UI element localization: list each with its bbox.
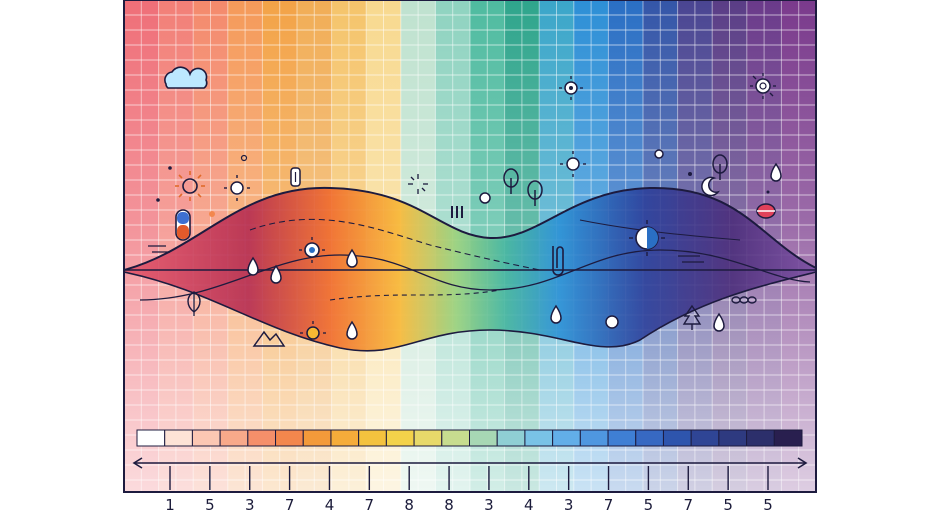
tree-icon [712, 154, 728, 180]
sun-icon [560, 151, 586, 177]
battery-icon [175, 209, 191, 241]
scale-tick-label: 7 [365, 496, 375, 514]
circle-icon [479, 149, 664, 329]
moon-icon [701, 176, 721, 197]
sun-icon [559, 76, 583, 100]
bar-chart-icon [451, 206, 463, 218]
scale-axis [132, 457, 808, 469]
paperclip-icon [552, 246, 564, 276]
legend-swatch [191, 429, 221, 447]
legend-swatch [607, 429, 637, 447]
scale-tick-label: 8 [444, 496, 454, 514]
small-dot-icon [156, 154, 770, 217]
scale-tick-label: 5 [723, 496, 733, 514]
sun-icon [629, 220, 665, 256]
battery-icon [290, 167, 301, 187]
legend-swatch [302, 429, 332, 447]
legend-swatch [773, 429, 803, 447]
droplet-icon [247, 162, 782, 340]
legend-swatch [247, 429, 277, 447]
scale-tick-label: 3 [484, 496, 494, 514]
scale-tick-label: 5 [763, 496, 773, 514]
tree-icon [527, 180, 543, 206]
legend-swatch [219, 429, 249, 447]
sun-icon [224, 175, 250, 201]
legend-swatch [635, 429, 664, 447]
scale-tick-label: 5 [205, 496, 215, 514]
legend-swatch [579, 429, 609, 447]
legend-swatch [718, 429, 748, 447]
legend-swatch [358, 429, 387, 447]
scale-tick-label: 5 [644, 496, 654, 514]
sun-icon [300, 321, 326, 340]
legend-swatch [690, 429, 720, 447]
legend-swatch [164, 429, 193, 447]
scale-tick-label: 4 [325, 496, 335, 514]
scale-tick-label: 7 [604, 496, 614, 514]
cloud-icon [164, 66, 208, 89]
legend-swatch [385, 429, 415, 447]
chain-icon [731, 296, 757, 304]
legend-swatch [552, 429, 581, 447]
color-legend-bar [136, 429, 803, 447]
legend-swatch [136, 429, 166, 447]
scale-ticks: 1 5 3 7 4 7 8 8 3 4 3 7 5 7 5 5 [165, 466, 773, 514]
legend-swatch [441, 429, 470, 447]
scale-tick-label: 3 [245, 496, 255, 514]
scale-tick-label: 4 [524, 496, 534, 514]
legend-swatch [330, 429, 360, 447]
scale-tick-label: 7 [683, 496, 693, 514]
scale-tick-label: 8 [404, 496, 414, 514]
scale-tick-label: 7 [285, 496, 295, 514]
mountain-icon [252, 330, 286, 347]
capsule-icon [756, 203, 776, 219]
legend-swatch [275, 429, 304, 447]
chart-frame [123, 0, 817, 493]
legend-swatch [746, 429, 775, 447]
sun-icon [175, 171, 205, 201]
scale-tick-label: 1 [165, 496, 175, 514]
tree-icon [503, 168, 519, 194]
legend-swatch [496, 429, 526, 447]
leaf-icon [187, 291, 201, 316]
pine-icon [682, 304, 702, 330]
wind-icon [148, 245, 704, 263]
legend-swatch [524, 429, 554, 447]
legend-swatch [662, 429, 692, 447]
sun-icon [299, 237, 325, 263]
sparkle-icon [408, 174, 428, 194]
scale-tick-label: 3 [564, 496, 574, 514]
legend-swatch [469, 429, 498, 447]
legend-swatch [413, 429, 443, 447]
sun-icon [750, 73, 776, 99]
